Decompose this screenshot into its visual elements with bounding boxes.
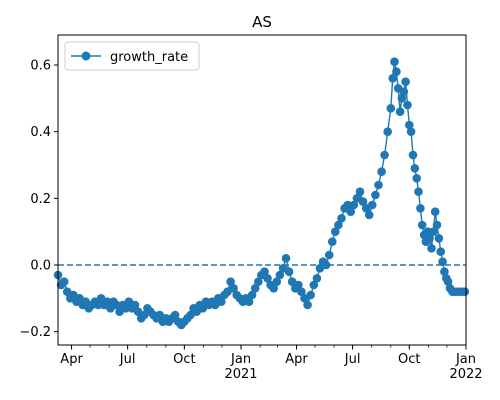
data-point [358, 197, 368, 206]
data-point [281, 253, 291, 263]
data-point [170, 310, 180, 320]
data-point [328, 237, 337, 246]
data-point [349, 200, 359, 210]
data-point [346, 207, 356, 216]
legend-label: growth_rate [110, 50, 188, 65]
data-point [401, 77, 410, 86]
data-point [244, 297, 254, 307]
legend: growth_rate [64, 41, 200, 71]
data-point [253, 277, 263, 287]
data-point [309, 280, 319, 290]
data-point [297, 287, 306, 297]
data-point [371, 190, 380, 200]
data-point [430, 207, 440, 216]
data-point [263, 274, 272, 283]
data-point [272, 277, 282, 287]
data-point [414, 187, 423, 196]
data-point [217, 297, 226, 307]
data-point [275, 270, 285, 280]
x-tick-label: Jan [455, 352, 476, 367]
data-point [408, 150, 418, 160]
data-point [364, 210, 374, 220]
data-point [403, 100, 412, 110]
chart-title: AS [252, 13, 272, 31]
data-point [417, 220, 427, 230]
data-point [343, 200, 353, 210]
data-point [374, 180, 383, 190]
data-point [250, 284, 260, 293]
data-point [324, 250, 334, 260]
data-point [284, 267, 294, 277]
data-point [229, 284, 238, 293]
plot-area [53, 57, 470, 330]
data-point [429, 227, 438, 236]
data-point [368, 200, 377, 210]
data-point [112, 300, 121, 310]
x-tick-year-label: 2022 [449, 367, 482, 382]
data-point [294, 280, 303, 290]
data-point [377, 167, 386, 176]
x-tick-label: Oct [173, 352, 195, 367]
data-point [440, 267, 449, 277]
data-point [337, 214, 346, 223]
data-point [226, 277, 235, 287]
data-point [334, 220, 343, 230]
x-tick-year-label: 2021 [224, 367, 257, 382]
y-tick-label: 0.4 [30, 125, 51, 140]
data-point [312, 274, 322, 283]
data-point [321, 260, 331, 270]
data-point [405, 120, 414, 130]
x-tick-label: Oct [398, 352, 420, 367]
x-tick-label: Apr [285, 352, 308, 367]
x-tick-label: Jul [344, 352, 361, 367]
y-tick-label: 0.0 [30, 259, 51, 274]
x-tick-label: Jul [119, 352, 136, 367]
legend-marker [81, 51, 91, 61]
data-point [438, 257, 447, 267]
x-tick-label: Jan [230, 352, 251, 367]
data-point [406, 127, 416, 136]
data-point [355, 187, 365, 196]
data-point [59, 277, 69, 287]
y-tick-label: −0.2 [19, 325, 51, 340]
x-tick-label: Apr [60, 352, 83, 367]
plot-frame [57, 34, 467, 346]
data-point [434, 234, 444, 243]
data-point [93, 300, 103, 310]
data-point [425, 234, 434, 243]
y-tick-label: 0.6 [30, 59, 51, 74]
data-point [247, 290, 257, 300]
data-point [416, 204, 425, 213]
data-point [306, 290, 316, 300]
data-point [260, 267, 269, 277]
data-point [432, 220, 442, 230]
data-point [388, 74, 398, 83]
data-point [397, 94, 407, 103]
data-point [410, 164, 420, 173]
legend-box [64, 41, 200, 71]
data-point [303, 300, 312, 310]
data-point [103, 297, 112, 307]
data-point [130, 300, 140, 310]
data-point [427, 244, 436, 253]
data-point [390, 57, 399, 66]
data-point [392, 67, 401, 76]
data-point [399, 87, 409, 96]
data-point [380, 150, 389, 160]
data-point [383, 127, 393, 136]
data-point [412, 174, 422, 183]
data-point [386, 104, 396, 113]
data-point [460, 287, 470, 297]
data-point [436, 247, 446, 256]
y-tick-label: 0.2 [30, 192, 51, 207]
data-point [269, 284, 279, 293]
data-point [395, 107, 405, 116]
data-point [443, 277, 453, 287]
data-point [331, 227, 340, 236]
data-point [121, 304, 131, 313]
